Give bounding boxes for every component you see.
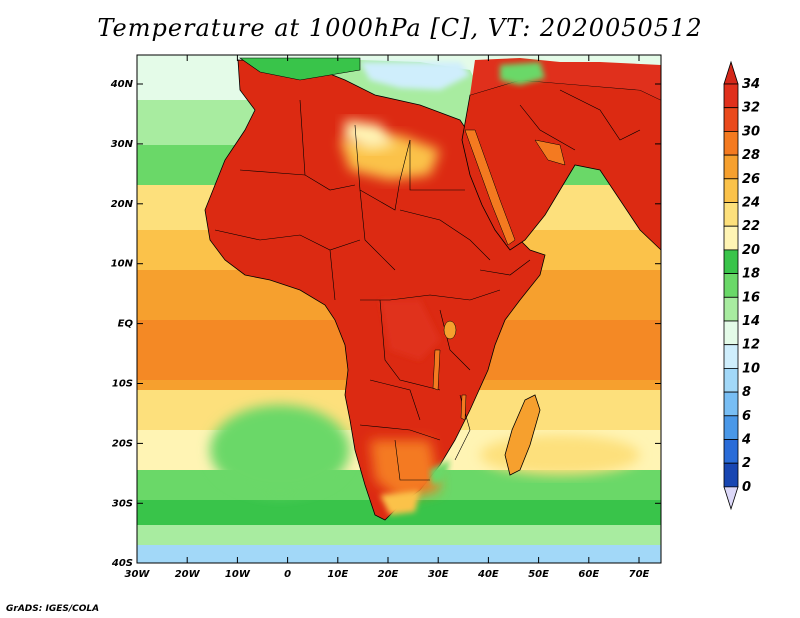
- colorbar-label: 16: [742, 290, 760, 305]
- lon-tick-label: 20W: [175, 569, 201, 580]
- country-borders: [214, 89, 641, 481]
- lon-tick-label: 50E: [528, 569, 549, 580]
- colorbar-label: 34: [742, 77, 760, 92]
- lon-tick-label: 30E: [428, 569, 449, 580]
- colorbar-swatch: [723, 249, 739, 274]
- colorbar-swatch: [723, 320, 739, 346]
- colorbar-swatch: [723, 273, 739, 298]
- map-frame: [136, 54, 662, 564]
- colorbar-label: 6: [742, 409, 751, 424]
- colorbar-label: 4: [741, 433, 751, 448]
- colorbar-label: 8: [742, 385, 751, 400]
- latitude-axis: 40N 30N 20N 10N EQ 10S 20S 30S 40S: [110, 79, 661, 569]
- colorbar-swatch: [723, 130, 739, 156]
- colorbar-swatch: [723, 83, 739, 109]
- colorbar-label: 12: [742, 338, 760, 353]
- colorbar-label: 30: [742, 124, 760, 139]
- colorbar-swatch: [723, 439, 739, 464]
- colorbar-swatch: [723, 178, 739, 203]
- lon-tick-label: 60E: [578, 569, 599, 580]
- colorbar-swatch: [723, 462, 739, 488]
- colorbar-swatch: [723, 154, 739, 180]
- lat-tick-label: 20S: [112, 438, 133, 449]
- lat-tick-label: 10S: [112, 379, 133, 390]
- colorbar-swatch: [723, 391, 739, 417]
- lat-tick-label: EQ: [118, 319, 134, 330]
- colorbar-swatch: [723, 415, 739, 440]
- colorbar-label: 14: [742, 314, 760, 329]
- lat-tick-label: 40S: [111, 558, 133, 569]
- colorbar-label: 26: [742, 172, 760, 187]
- grads-credit: GrADS: IGES/COLA: [6, 604, 100, 614]
- colorbar-label: 18: [742, 267, 760, 282]
- colorbar-label: 22: [742, 219, 760, 234]
- colorbar-swatch: [723, 225, 739, 251]
- lat-tick-label: 20N: [111, 199, 134, 210]
- lon-tick-label: 70E: [629, 569, 650, 580]
- lon-tick-label: 30W: [125, 569, 151, 580]
- lon-tick-label: 10W: [225, 569, 251, 580]
- colorbar-label: 20: [742, 243, 760, 258]
- lat-tick-label: 40N: [110, 79, 134, 90]
- lat-tick-label: 10N: [111, 259, 134, 270]
- colorbar-swatch: [723, 107, 739, 132]
- lon-tick-label: 0: [284, 569, 291, 580]
- colorbar-label: 28: [742, 148, 760, 163]
- colorbar-swatch: [723, 296, 739, 322]
- colorbar-label: 24: [742, 196, 760, 211]
- lon-tick-label: 40E: [477, 569, 499, 580]
- colorbar-swatch: [723, 367, 739, 393]
- map-title: Temperature at 1000hPa [C], VT: 20200505…: [97, 14, 703, 42]
- lon-tick-label: 10E: [327, 569, 348, 580]
- temperature-field: [137, 55, 661, 563]
- colorbar-swatch: [723, 344, 739, 369]
- colorbar-top-arrow: [723, 60, 739, 85]
- colorbar-label: 2: [742, 456, 751, 471]
- lat-tick-label: 30N: [111, 139, 134, 150]
- lon-tick-label: 20E: [378, 569, 399, 580]
- longitude-axis: 30W 20W 10W 0 10E 20E 30E 40E 50E 60E 70E: [125, 55, 650, 580]
- colorbar-label: 32: [742, 101, 760, 116]
- lat-tick-label: 30S: [112, 498, 133, 509]
- colorbar-label: 10: [742, 361, 760, 376]
- colorbar-bottom-arrow: [723, 486, 739, 511]
- colorbar-label: 0: [742, 480, 751, 495]
- colorbar-swatch: [723, 202, 739, 227]
